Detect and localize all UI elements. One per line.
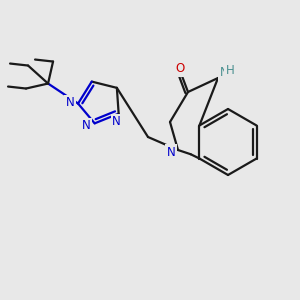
Text: O: O	[176, 62, 184, 76]
Text: N: N	[112, 115, 121, 128]
Text: N: N	[82, 119, 91, 132]
Text: N: N	[82, 119, 91, 132]
Text: N: N	[220, 67, 228, 80]
Text: O: O	[176, 62, 184, 76]
Text: N: N	[66, 96, 74, 109]
Text: H: H	[226, 66, 234, 76]
Text: N: N	[220, 67, 228, 80]
Text: N: N	[167, 146, 176, 158]
Text: N: N	[66, 96, 74, 109]
Text: N: N	[167, 146, 176, 158]
Text: H: H	[226, 64, 234, 77]
Text: N: N	[112, 115, 121, 128]
